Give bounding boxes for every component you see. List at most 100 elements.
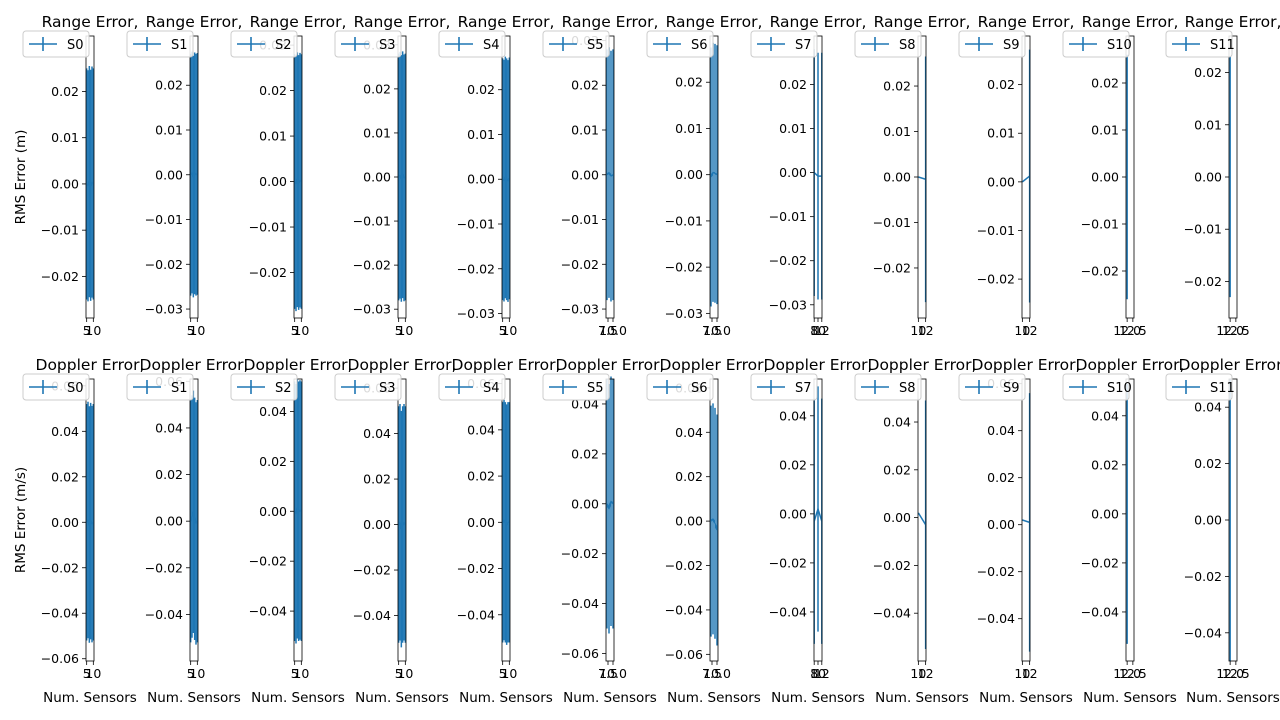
legend: S5 [542, 30, 610, 58]
x-tick-label: 5 [187, 323, 195, 338]
x-tick-label: 12.5 [1222, 323, 1250, 338]
x-tick-label: 8 [810, 323, 818, 338]
legend: S0 [22, 373, 90, 401]
series-line [294, 177, 302, 186]
legend-label: S9 [1003, 381, 1020, 396]
x-tick-label: 12.0 [1216, 323, 1244, 338]
y-tick-label: 0.00 [779, 165, 807, 180]
y-tick-label: −0.04 [145, 607, 183, 622]
subplot-s2: Range Error,−0.02−0.010.000.010.020.0351… [230, 13, 346, 338]
subplot-s3: Doppler Error,−0.04−0.020.000.020.040.06… [334, 356, 456, 706]
series-line [86, 179, 94, 188]
y-tick-label: −0.02 [769, 555, 807, 570]
x-tick-label: 5 [291, 666, 299, 681]
subplot-s5: Doppler Error,−0.06−0.04−0.020.000.020.0… [542, 356, 665, 706]
y-tick-label: 0.01 [987, 126, 1015, 141]
x-tick-label: 12 [918, 323, 934, 338]
y-tick-label: −0.02 [1184, 569, 1222, 584]
x-tick-label: 10 [293, 323, 309, 338]
y-tick-label: 0.02 [1091, 457, 1119, 472]
subplot-title: Range Error, [770, 13, 867, 31]
y-tick-label: 0.04 [987, 423, 1015, 438]
x-tick-label: 12 [814, 666, 830, 681]
y-tick-label: −0.02 [665, 260, 703, 275]
y-tick-label: 0.00 [467, 172, 495, 187]
x-tick-label: 10 [501, 323, 517, 338]
axes-frame [1125, 378, 1135, 662]
legend: S6 [646, 30, 714, 58]
subplot-s1: Range Error, −0.03 −0.02 −0.01 0.00 0.01 0.02 5… [126, 13, 242, 338]
y-tick-label: −0.02 [41, 269, 79, 284]
y-tick-label: 0.01 [883, 124, 911, 139]
y-axis-label: RMS Error (m) [13, 130, 29, 225]
x-tick-label: 12 [1022, 323, 1038, 338]
legend-label: S4 [483, 38, 500, 53]
y-tick-label: −0.01 [769, 209, 807, 224]
y-tick-label: −0.02 [1184, 274, 1222, 289]
legend-label: S5 [587, 381, 604, 396]
y-tick-label: −0.03 [145, 302, 183, 317]
y-tick-label: −0.01 [873, 215, 911, 230]
subplot-s6: Doppler Error, −0.06 −0.04 −0.02 0.00 0.02 0.0… [646, 356, 768, 706]
y-tick-label: −0.02 [457, 561, 495, 576]
x-axis-label: Num. Sensors [1186, 690, 1280, 706]
subplot-title: Doppler Error, [556, 356, 665, 374]
subplot-title: Doppler Error, [868, 356, 977, 374]
x-tick-label: 5 [187, 666, 195, 681]
legend-label: S11 [1210, 381, 1235, 396]
doppler-error-row: Doppler Error, −0.06 −0.04 −0.02 0.00 0.02 0.0… [13, 356, 1280, 706]
y-tick-label: 0.04 [467, 422, 495, 437]
y-tick-label: −0.01 [145, 212, 183, 227]
x-axis-label: Num. Sensors [1083, 690, 1177, 706]
y-tick-label: 0.01 [467, 127, 495, 142]
y-tick-label: −0.02 [977, 564, 1015, 579]
subplot-s7: Doppler Error, −0.04 −0.02 0.00 0.02 0.04 8101… [750, 356, 872, 706]
series-line [189, 511, 198, 526]
y-tick-label: 0.02 [467, 82, 495, 97]
y-tick-label: −0.01 [353, 214, 391, 229]
axes-frame [1228, 35, 1238, 319]
x-tick-label: 7.5 [598, 666, 618, 681]
legend: S10 [1062, 30, 1132, 58]
x-axis-label: Num. Sensors [147, 690, 241, 706]
x-tick-label: 12.5 [1119, 323, 1147, 338]
y-tick-label: −0.02 [145, 257, 183, 272]
x-tick-label: 12.0 [1216, 666, 1244, 681]
y-tick-label: −0.02 [977, 272, 1015, 287]
x-tick-label: 5 [291, 323, 299, 338]
y-tick-label: −0.04 [769, 604, 807, 619]
subplot-title: Doppler Error, [36, 356, 145, 374]
x-tick-label: 10 [85, 666, 101, 681]
y-tick-label: 0.02 [883, 462, 911, 477]
x-tick-label: 10 [1014, 666, 1030, 681]
subplot-title: Range Error, [42, 13, 139, 31]
axes-frame [1228, 378, 1238, 662]
x-axis-label: Num. Sensors [43, 690, 137, 706]
x-tick-label: 10.0 [599, 323, 627, 338]
y-tick-label: 0.00 [1194, 170, 1222, 185]
legend: S4 [438, 373, 506, 401]
x-tick-label: 12.5 [1222, 666, 1250, 681]
y-tick-label: −0.02 [561, 257, 599, 272]
y-tick-label: 0.02 [363, 81, 391, 96]
subplot-title: Range Error, [354, 13, 451, 31]
x-axis-label: Num. Sensors [459, 690, 553, 706]
legend-label: S6 [691, 381, 708, 396]
y-tick-label: 0.02 [1091, 76, 1119, 91]
legend-label: S8 [899, 38, 916, 53]
y-tick-label: 0.04 [155, 420, 183, 435]
axes-frame [605, 35, 615, 319]
series-line [502, 518, 510, 527]
subplot-s1: Doppler Error,−0.04−0.020.000.020.040.06… [126, 356, 248, 706]
y-tick-label: 0.02 [259, 454, 287, 469]
y-tick-label: 0.02 [571, 78, 599, 93]
series-line [606, 499, 614, 512]
y-tick-label: 0.02 [571, 446, 599, 461]
y-tick-label: −0.02 [873, 260, 911, 275]
subplot-s11: Range Error, −0.02 −0.01 0.00 0.01 0.02 12.012… [1165, 13, 1280, 338]
y-tick-label: 0.00 [467, 515, 495, 530]
x-tick-label: 5 [83, 666, 91, 681]
subplot-s10: Doppler Error, −0.04 −0.02 0.00 0.02 0.04 12.0… [1062, 356, 1184, 706]
y-tick-label: 0.04 [363, 426, 391, 441]
